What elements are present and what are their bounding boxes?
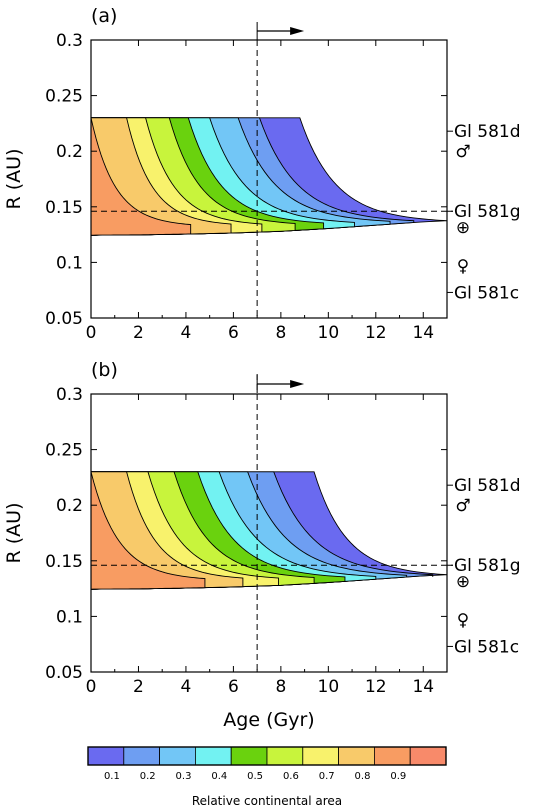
planet-symbol-icon: ⊕	[456, 572, 470, 592]
colorbar-tick-label: 0.9	[390, 771, 406, 782]
colorbar-swatch	[338, 746, 375, 766]
contour-regions	[91, 117, 447, 236]
y-axis: 0.05 0.1 0.15 0.2 0.25 0.3	[45, 385, 447, 683]
panel-a: 0 2 4 6 8 10 12 14 0.05 0.1 0.15 0.2 0.25 0.3 R (AU) (a…	[3, 5, 521, 343]
contour-regions	[91, 471, 447, 590]
planet-symbol-icon: ♀	[457, 611, 469, 631]
contour-region-0-9	[91, 471, 206, 590]
planet-symbol-icon: ♂	[455, 496, 470, 516]
x-axis: 0 2 4 6 8 10 12 14	[86, 394, 434, 697]
x-tick-label: 10	[318, 677, 340, 697]
y-tick-label: 0.25	[45, 441, 83, 461]
x-axis: 0 2 4 6 8 10 12 14	[86, 40, 434, 343]
planet-labels: Gl 581d♂ Gl 581g⊕ Gl 581c ♀	[447, 122, 521, 303]
y-axis-title: R (AU)	[3, 503, 25, 564]
colorbar-tick-label: 0.4	[211, 771, 227, 782]
planet-label: Gl 581c	[454, 283, 519, 303]
y-tick-label: 0.15	[45, 552, 83, 572]
y-tick-label: 0.25	[45, 87, 83, 107]
x-tick-label: 6	[228, 323, 239, 343]
planet-label: Gl 581d	[454, 122, 521, 142]
x-tick-label: 2	[133, 677, 144, 697]
planet-label: Gl 581g	[454, 202, 521, 222]
planet-label: Gl 581d	[454, 476, 521, 496]
x-tick-label: 4	[181, 323, 192, 343]
colorbar-swatch	[194, 746, 232, 766]
y-tick-label: 0.1	[56, 253, 83, 273]
y-tick-label: 0.3	[56, 31, 83, 51]
y-tick-label: 0.2	[56, 142, 83, 162]
arrow-head	[290, 27, 305, 35]
x-tick-label: 8	[275, 677, 286, 697]
colorbar-swatch	[266, 746, 304, 766]
plot-frame	[90, 39, 448, 319]
y-tick-label: 0.15	[45, 198, 83, 218]
x-tick-label: 12	[365, 323, 387, 343]
x-tick-label: 0	[86, 677, 97, 697]
colorbar-swatch	[87, 746, 125, 766]
x-tick-label: 0	[86, 323, 97, 343]
x-tick-label: 10	[318, 323, 340, 343]
y-tick-label: 0.3	[56, 385, 83, 405]
y-tick-label: 0.2	[56, 496, 83, 516]
planet-symbol-icon: ♂	[455, 142, 470, 162]
panel-label: (a)	[91, 5, 117, 27]
contour-region-0-9	[91, 117, 192, 236]
colorbar-tick-label: 0.6	[283, 771, 299, 782]
colorbar-swatch	[159, 746, 196, 766]
planet-label: Gl 581g	[454, 556, 521, 576]
x-tick-label: 12	[365, 677, 387, 697]
colorbar-tick-label: 0.1	[104, 771, 120, 782]
y-tick-label: 0.05	[45, 663, 83, 683]
colorbar-frame	[87, 746, 447, 766]
planet-symbol-icon: ♀	[457, 257, 469, 277]
colorbar-title: Relative continental area	[192, 794, 342, 808]
x-tick-label: 4	[181, 677, 192, 697]
colorbar-tick-label: 0.3	[176, 771, 192, 782]
colorbar-tick-label: 0.8	[355, 771, 371, 782]
panel-b: 0 2 4 6 8 10 12 14 0.05 0.1 0.15 0.2 0.25 0.3 R (AU) (b…	[3, 359, 521, 697]
x-tick-label: 14	[412, 677, 434, 697]
y-axis-title: R (AU)	[3, 149, 25, 210]
y-tick-label: 0.05	[45, 309, 83, 329]
x-tick-label: 8	[275, 323, 286, 343]
colorbar-swatch	[409, 746, 447, 766]
y-axis: 0.05 0.1 0.15 0.2 0.25 0.3	[45, 31, 447, 329]
colorbar-swatch	[123, 746, 161, 766]
planet-labels: Gl 581d♂ Gl 581g⊕ Gl 581c ♀	[447, 476, 521, 657]
colorbar: 0.1 0.2 0.3 0.4 0.5 0.6 0.7 0.8 0.9	[87, 746, 447, 782]
y-tick-label: 0.1	[56, 607, 83, 627]
colorbar-tick-label: 0.2	[140, 771, 156, 782]
planet-label: Gl 581c	[454, 637, 519, 657]
x-tick-label: 2	[133, 323, 144, 343]
colorbar-swatch	[373, 746, 411, 766]
colorbar-tick-label: 0.5	[247, 771, 263, 782]
panel-label: (b)	[91, 359, 118, 381]
colorbar-swatch	[230, 746, 268, 766]
x-axis-title: Age (Gyr)	[223, 709, 314, 731]
arrow-head	[290, 380, 305, 388]
x-tick-label: 6	[228, 677, 239, 697]
x-tick-label: 14	[412, 323, 434, 343]
plot-frame	[90, 393, 448, 673]
planet-symbol-icon: ⊕	[456, 218, 470, 238]
colorbar-swatch	[302, 746, 339, 766]
colorbar-tick-label: 0.7	[319, 771, 335, 782]
